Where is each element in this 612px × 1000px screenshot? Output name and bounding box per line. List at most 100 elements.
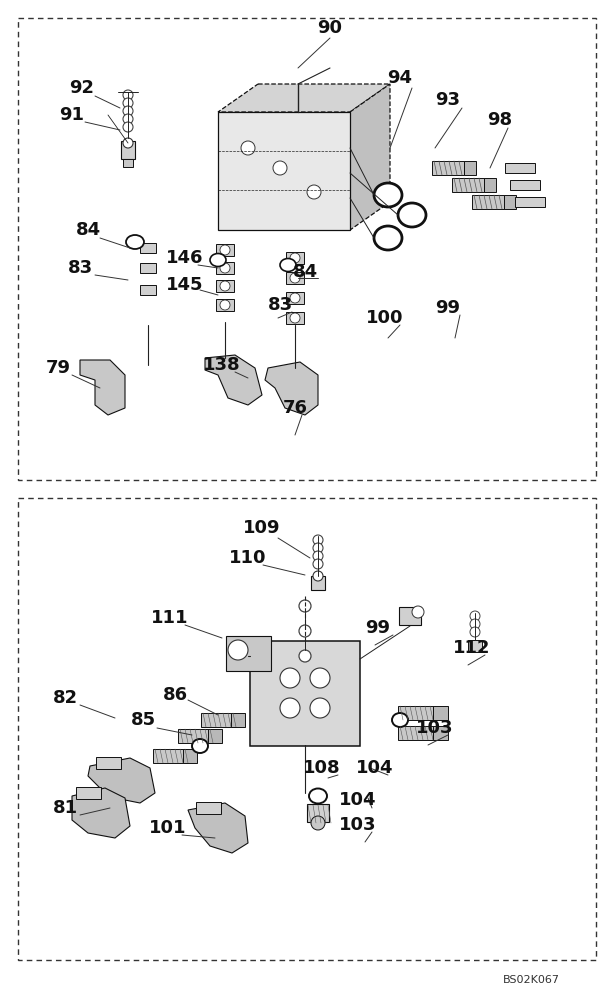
Text: 98: 98: [487, 111, 513, 129]
Circle shape: [228, 640, 248, 660]
Ellipse shape: [192, 739, 208, 753]
Text: 146: 146: [166, 249, 204, 267]
Bar: [18, 18, 596, 480]
Polygon shape: [88, 758, 155, 803]
Bar: [225, 636, 271, 670]
Text: 103: 103: [339, 816, 377, 834]
Ellipse shape: [210, 253, 226, 266]
Circle shape: [123, 138, 133, 148]
Circle shape: [123, 114, 133, 124]
Circle shape: [290, 273, 300, 283]
Bar: [307, 804, 329, 822]
Bar: [504, 195, 516, 209]
Text: 112: 112: [453, 639, 491, 657]
Ellipse shape: [126, 235, 144, 249]
Bar: [152, 749, 187, 763]
Bar: [250, 641, 360, 746]
Text: 110: 110: [230, 549, 267, 567]
Text: 145: 145: [166, 276, 204, 294]
Circle shape: [220, 281, 230, 291]
Circle shape: [311, 816, 325, 830]
Bar: [433, 706, 447, 720]
Circle shape: [220, 245, 230, 255]
Bar: [432, 161, 464, 175]
Circle shape: [470, 627, 480, 637]
Text: 101: 101: [149, 819, 187, 837]
Circle shape: [313, 551, 323, 561]
Ellipse shape: [398, 203, 426, 227]
Circle shape: [290, 313, 300, 323]
Ellipse shape: [392, 713, 408, 727]
Bar: [123, 159, 133, 167]
Bar: [398, 726, 433, 740]
Bar: [398, 706, 433, 720]
Circle shape: [470, 611, 480, 621]
Bar: [216, 262, 234, 274]
Text: 81: 81: [53, 799, 78, 817]
Circle shape: [280, 668, 300, 688]
Text: 84: 84: [293, 263, 318, 281]
Circle shape: [290, 253, 300, 263]
Text: 104: 104: [356, 759, 394, 777]
Text: 83: 83: [67, 259, 92, 277]
Ellipse shape: [309, 788, 327, 804]
Polygon shape: [188, 803, 248, 853]
Bar: [472, 195, 504, 209]
Circle shape: [123, 98, 133, 108]
Circle shape: [123, 90, 133, 100]
Circle shape: [273, 161, 287, 175]
Circle shape: [299, 625, 311, 637]
Text: 100: 100: [366, 309, 404, 327]
Circle shape: [310, 698, 330, 718]
Text: 111: 111: [151, 609, 188, 627]
Circle shape: [307, 185, 321, 199]
Text: 94: 94: [387, 69, 412, 87]
Bar: [468, 640, 482, 652]
Bar: [510, 180, 540, 190]
Bar: [95, 757, 121, 769]
Polygon shape: [265, 362, 318, 415]
Bar: [140, 243, 156, 253]
Bar: [286, 312, 304, 324]
Circle shape: [220, 263, 230, 273]
Circle shape: [313, 571, 323, 581]
Text: 138: 138: [203, 356, 241, 374]
Text: 99: 99: [365, 619, 390, 637]
Bar: [140, 285, 156, 295]
Bar: [216, 244, 234, 256]
Polygon shape: [205, 355, 262, 405]
Bar: [231, 713, 245, 727]
Text: 109: 109: [243, 519, 281, 537]
Bar: [75, 787, 100, 799]
Circle shape: [123, 122, 133, 132]
Circle shape: [313, 559, 323, 569]
Text: 85: 85: [130, 711, 155, 729]
Bar: [505, 163, 535, 173]
Bar: [183, 749, 197, 763]
Text: 103: 103: [416, 719, 453, 737]
Circle shape: [313, 543, 323, 553]
Text: 86: 86: [162, 686, 187, 704]
Polygon shape: [218, 84, 390, 112]
Text: 83: 83: [267, 296, 293, 314]
Bar: [515, 197, 545, 207]
Circle shape: [299, 600, 311, 612]
Circle shape: [123, 106, 133, 116]
Polygon shape: [80, 360, 125, 415]
Text: BS02K067: BS02K067: [503, 975, 560, 985]
Bar: [195, 802, 220, 814]
Circle shape: [310, 668, 330, 688]
Text: 90: 90: [318, 19, 343, 37]
Bar: [286, 292, 304, 304]
Ellipse shape: [280, 258, 296, 271]
Circle shape: [412, 606, 424, 618]
Bar: [216, 299, 234, 311]
Bar: [177, 729, 212, 743]
Text: 108: 108: [303, 759, 341, 777]
Circle shape: [220, 300, 230, 310]
Bar: [121, 141, 135, 159]
Circle shape: [313, 535, 323, 545]
Text: 76: 76: [283, 399, 307, 417]
Text: 92: 92: [70, 79, 94, 97]
Circle shape: [241, 141, 255, 155]
